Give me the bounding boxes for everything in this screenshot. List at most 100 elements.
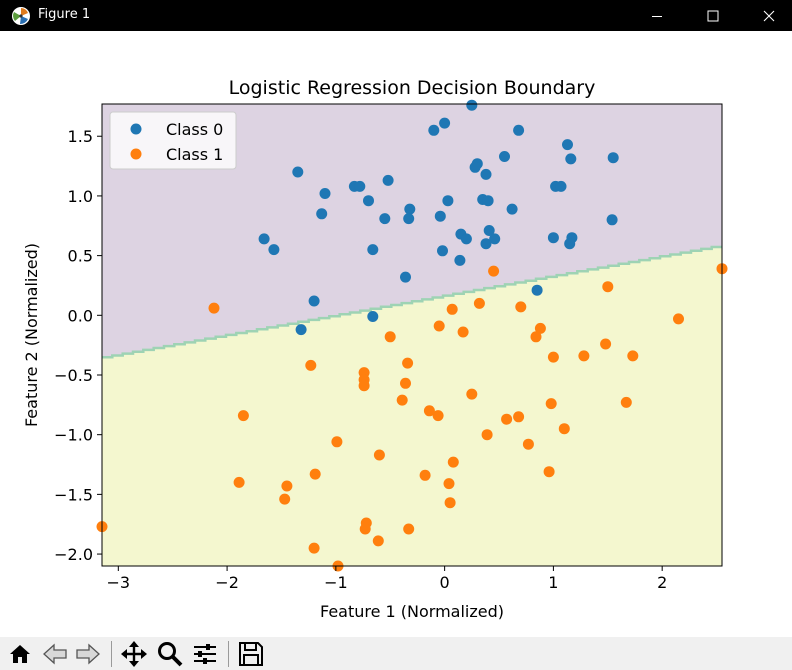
forward-button[interactable] — [73, 639, 103, 669]
x-tick-label: 0 — [440, 573, 450, 592]
scatter-point-class-0 — [547, 232, 559, 244]
scatter-point-class-1 — [501, 413, 513, 425]
scatter-point-class-1 — [373, 449, 385, 461]
scatter-point-class-1 — [237, 410, 249, 422]
y-tick-label: 0.5 — [68, 247, 93, 266]
scatter-point-class-1 — [481, 429, 493, 441]
x-tick-label: 2 — [657, 573, 667, 592]
scatter-point-class-1 — [600, 338, 612, 350]
pan-button[interactable] — [119, 639, 149, 669]
x-tick-label: 1 — [548, 573, 558, 592]
scatter-point-class-1 — [309, 468, 321, 480]
scatter-point-class-0 — [483, 225, 495, 236]
minimize-icon — [652, 15, 662, 17]
scatter-point-class-1 — [305, 359, 317, 371]
scatter-point-class-0 — [428, 124, 440, 136]
scatter-point-class-0 — [404, 203, 416, 215]
scatter-point-class-0 — [442, 195, 454, 207]
scatter-point-class-1 — [396, 394, 408, 406]
legend: Class 0 Class 1 — [109, 111, 237, 170]
scatter-point-class-1 — [403, 523, 415, 535]
scatter-point-class-1 — [522, 438, 534, 450]
scatter-point-class-0 — [565, 153, 577, 165]
scatter-point-class-1 — [547, 351, 559, 363]
chart-svg: −3 −2 −1 0 1 2 −2.0 −1.5 −1.0 −0.5 0.0 0.5 1.0 1.5 L… — [22, 77, 728, 621]
pan-move-icon — [121, 641, 147, 667]
y-tick-label: −0.5 — [54, 366, 93, 385]
decision-region-class-0 — [102, 104, 722, 358]
scatter-point-class-1 — [488, 265, 500, 277]
sliders-icon — [194, 644, 216, 664]
scatter-point-class-0 — [308, 295, 320, 307]
scatter-point-class-0 — [506, 203, 518, 215]
scatter-point-class-1 — [308, 542, 320, 554]
y-tick-label: 1.0 — [68, 187, 93, 206]
x-tick-label: −3 — [107, 573, 131, 592]
scatter-point-class-0 — [367, 244, 379, 256]
x-tick-label: −1 — [324, 573, 348, 592]
scatter-point-class-0 — [480, 168, 492, 180]
scatter-point-class-1 — [620, 396, 632, 408]
scatter-point-class-0 — [482, 195, 494, 207]
scatter-point-class-1 — [233, 476, 245, 488]
zoom-magnifier-icon — [158, 642, 183, 667]
scatter-point-class-1 — [627, 350, 639, 362]
axes-frame — [101, 103, 723, 567]
x-tick-label: −2 — [215, 573, 239, 592]
legend-marker-class-0 — [130, 123, 142, 135]
x-axis-label: Feature 1 (Normalized) — [320, 602, 504, 621]
scatter-point-class-0 — [469, 161, 481, 173]
forward-arrow-icon — [76, 643, 100, 665]
scatter-point-class-0 — [400, 271, 411, 283]
scatter-point-class-1 — [432, 410, 444, 422]
y-tick-label: −1.5 — [54, 485, 93, 504]
scatter-point-class-0 — [564, 238, 576, 250]
scatter-point-class-1 — [578, 350, 590, 362]
home-button[interactable] — [5, 639, 35, 669]
scatter-point-class-1 — [433, 320, 445, 332]
scatter-point-class-1 — [281, 480, 293, 492]
scatter-point-class-0 — [513, 124, 525, 136]
scatter-point-class-0 — [316, 208, 328, 220]
chart-title: Logistic Regression Decision Boundary — [229, 77, 596, 99]
scatter-point-class-0 — [489, 233, 501, 245]
scatter-point-class-0 — [480, 238, 492, 250]
scatter-point-class-0 — [367, 311, 379, 322]
y-tick-label: −2.0 — [54, 545, 93, 564]
close-icon — [763, 10, 775, 21]
minimize-button[interactable] — [634, 0, 680, 31]
navigation-toolbar — [0, 637, 792, 670]
back-arrow-icon — [43, 643, 67, 665]
scatter-point-class-1 — [466, 388, 478, 400]
back-button[interactable] — [40, 639, 70, 669]
close-button[interactable] — [746, 0, 792, 31]
scatter-point-class-1 — [443, 478, 455, 490]
scatter-point-class-0 — [606, 214, 618, 226]
scatter-point-class-0 — [439, 117, 451, 129]
save-button[interactable] — [236, 639, 266, 669]
scatter-point-class-1 — [372, 535, 384, 547]
scatter-point-class-1 — [602, 281, 614, 293]
figure-canvas: −3 −2 −1 0 1 2 −2.0 −1.5 −1.0 −0.5 0.0 0.5 1.0 1.5 L… — [0, 31, 792, 637]
window-title: Figure 1 — [38, 7, 91, 22]
scatter-point-class-1 — [358, 380, 370, 392]
legend-label-class-0: Class 0 — [166, 120, 223, 139]
scatter-point-class-0 — [466, 99, 478, 111]
scatter-point-class-0 — [363, 195, 374, 207]
toolbar-separator — [111, 641, 112, 667]
toolbar-separator — [228, 641, 229, 667]
maximize-button[interactable] — [690, 0, 736, 31]
zoom-button[interactable] — [155, 639, 185, 669]
maximize-icon — [707, 10, 719, 21]
scatter-point-class-1 — [545, 398, 557, 410]
scatter-point-class-1 — [447, 456, 459, 468]
title-bar: Figure 1 — [0, 0, 792, 31]
scatter-point-class-1 — [515, 301, 527, 313]
legend-box — [109, 111, 237, 170]
home-icon — [10, 645, 30, 663]
configure-subplots-button[interactable] — [190, 639, 220, 669]
scatter-point-class-1 — [673, 313, 684, 325]
floppy-disk-save-icon — [239, 642, 263, 666]
scatter-point-class-1 — [543, 466, 555, 478]
legend-marker-class-1 — [130, 148, 142, 160]
